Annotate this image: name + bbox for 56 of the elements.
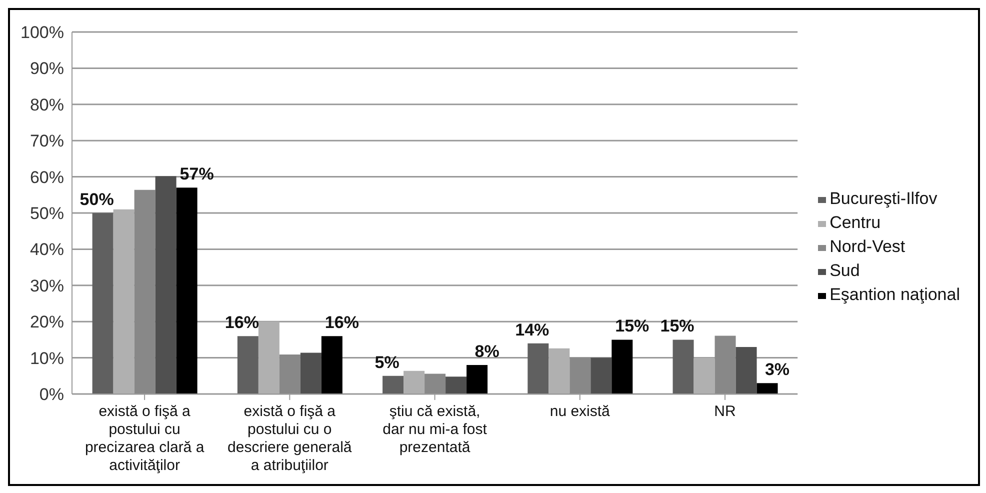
bar [590,358,612,394]
legend-label: Nord-Vest [830,237,906,256]
data-label: 5% [374,352,400,372]
bar [237,336,258,394]
data-label: 15% [615,316,650,336]
y-tick-label: 30% [30,276,64,296]
legend-label: Eşantion naţional [830,285,960,304]
bar [134,190,156,394]
bar [113,209,134,394]
bar [279,354,300,394]
data-label: 15% [660,316,694,336]
y-tick-label: 50% [30,204,64,224]
bar [672,340,694,394]
bar [714,336,736,394]
y-tick-label: 80% [30,95,64,114]
x-tick-label: ştiu că există, dar nu mi-a fost prezentată [382,403,488,456]
x-tick-label: nu există [550,403,611,420]
legend-label: Centru [830,213,881,232]
bar [756,383,778,394]
data-label: 3% [764,360,790,380]
bar [176,188,198,394]
y-tick-label: 90% [30,59,64,78]
bar [258,322,280,394]
bar [570,358,591,394]
x-tick-label: există o fişă a postului cu precizarea clară a activităţilor [84,403,205,474]
bar [155,176,176,394]
x-tick-label: NR [714,403,736,420]
bar [300,352,322,394]
y-tick-label: 20% [30,312,64,332]
y-tick-label: 70% [30,132,64,151]
x-tick-label: există o fişă a postului cu o descriere generală a atribuţiilor [228,403,352,474]
bar [612,340,633,394]
y-tick-label: 10% [30,348,64,368]
data-label: 16% [324,313,359,332]
bar [321,336,342,394]
bar [424,374,446,394]
data-label: 50% [80,190,114,209]
bar [736,346,757,394]
data-label: 8% [474,342,500,362]
data-label: 16% [224,313,259,332]
bar [548,348,570,394]
y-tick-label: 40% [30,240,64,260]
bar [446,376,467,394]
bar [404,370,425,394]
data-label: 14% [515,320,550,340]
y-tick-label: 60% [30,168,64,187]
y-tick-label: 100% [20,23,64,42]
y-tick-label: 0% [39,385,64,404]
data-label: 57% [180,164,214,184]
bar [382,376,404,394]
bar [92,213,114,394]
bar [466,365,488,394]
legend-label: Bucureşti-Ilfov [830,189,938,208]
bar [528,343,549,394]
legend-label: Sud [830,261,860,280]
bar [694,358,715,394]
